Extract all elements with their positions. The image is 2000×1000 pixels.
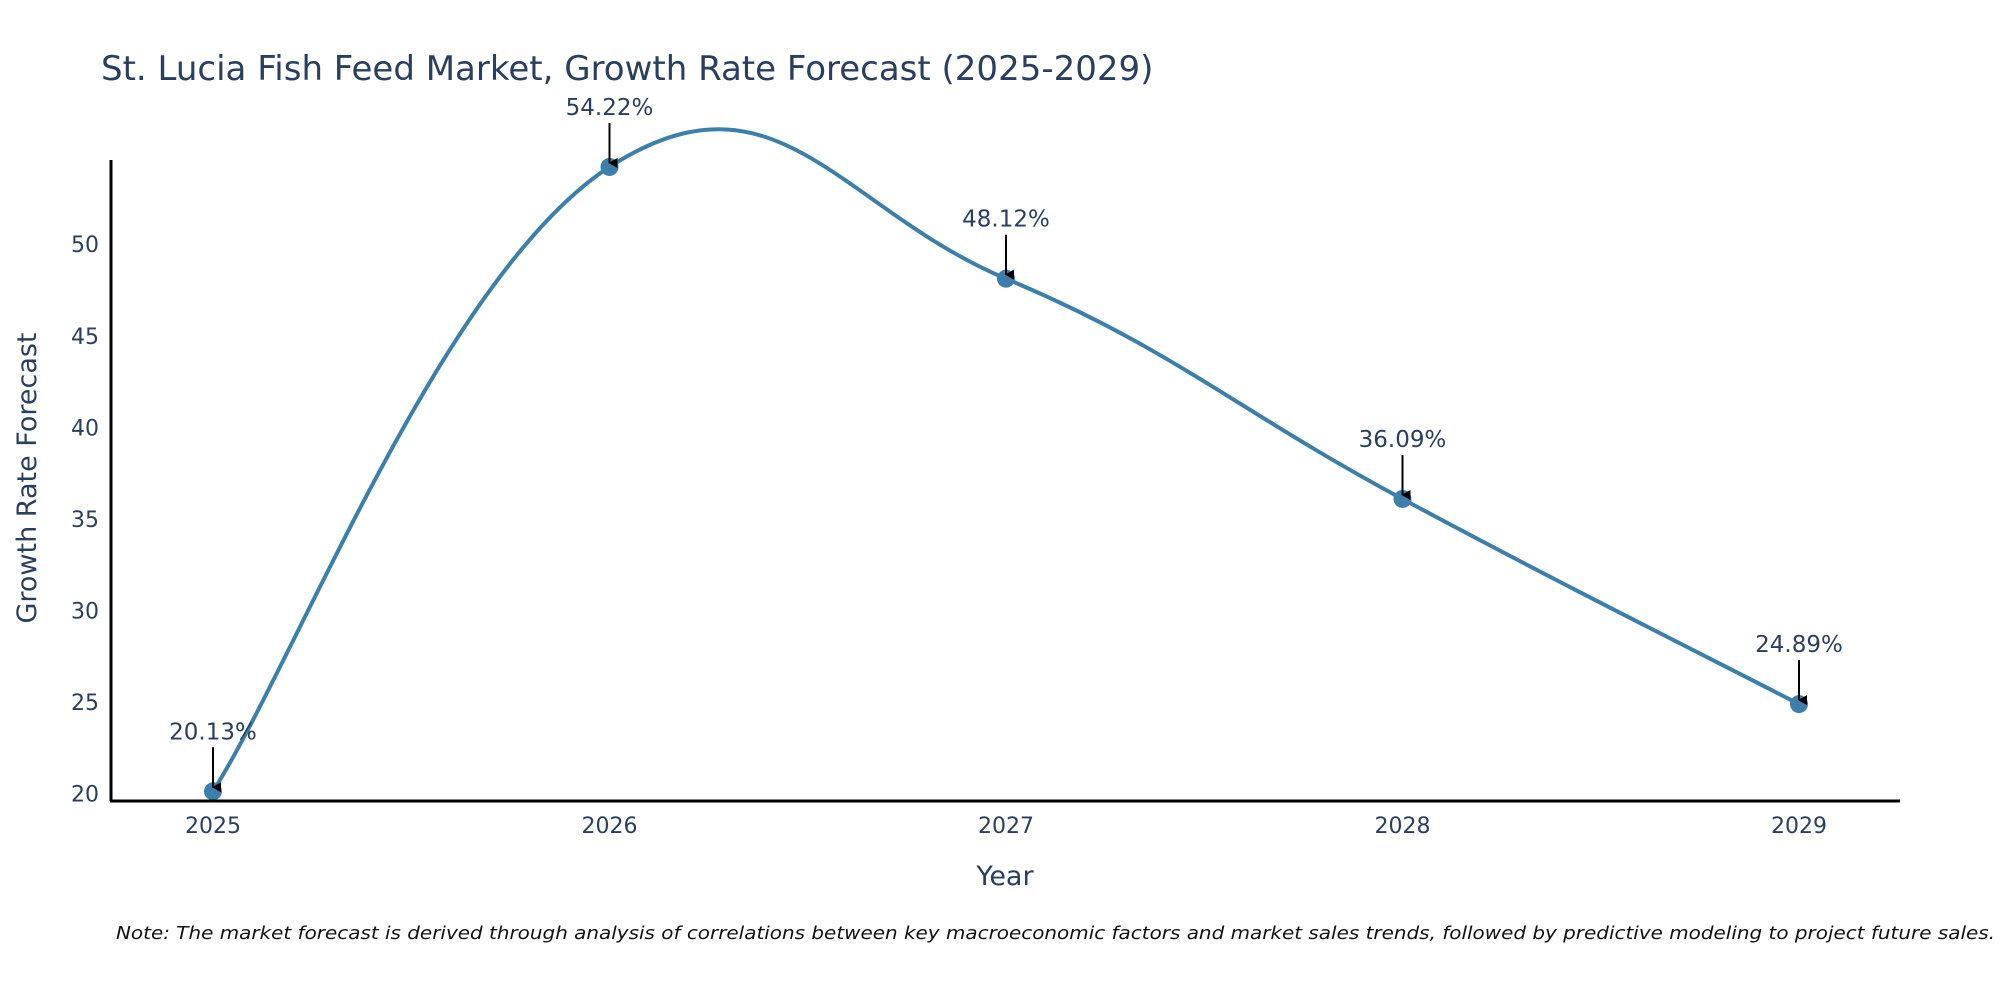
data-label: 36.09%	[1359, 427, 1447, 453]
y-tick-label: 35	[71, 508, 99, 533]
y-tick-label: 45	[71, 325, 99, 350]
plot-area: 20.13% 54.22% 48.12% 36.09% 24.89%	[169, 95, 1843, 801]
y-tick-label: 20	[71, 783, 99, 808]
data-label: 48.12%	[962, 207, 1050, 233]
series-line	[211, 127, 1801, 794]
data-label: 20.13%	[169, 719, 257, 745]
data-label: 54.22%	[566, 95, 654, 121]
chart-title: St. Lucia Fish Feed Market, Growth Rate …	[101, 49, 1153, 89]
x-tick-label: 2029	[1771, 814, 1827, 839]
y-axis-title: Growth Rate Forecast	[12, 332, 43, 623]
x-axis-title: Year	[975, 861, 1034, 892]
x-tick-label: 2026	[582, 814, 638, 839]
x-tick-label: 2027	[978, 814, 1034, 839]
y-tick-label: 40	[71, 416, 99, 441]
y-tick-label: 30	[71, 600, 99, 625]
y-axis-ticks: 20 25 30 35 40 45 50	[71, 233, 99, 807]
y-tick-label: 25	[71, 691, 99, 716]
y-tick-label: 50	[71, 233, 99, 258]
x-tick-label: 2025	[185, 814, 241, 839]
x-tick-label: 2028	[1375, 814, 1431, 839]
x-axis-ticks: 2025 2026 2027 2028 2029	[185, 814, 1827, 839]
forecast-note: Note: The market forecast is derived thr…	[116, 923, 1995, 944]
data-label: 24.89%	[1755, 632, 1843, 658]
